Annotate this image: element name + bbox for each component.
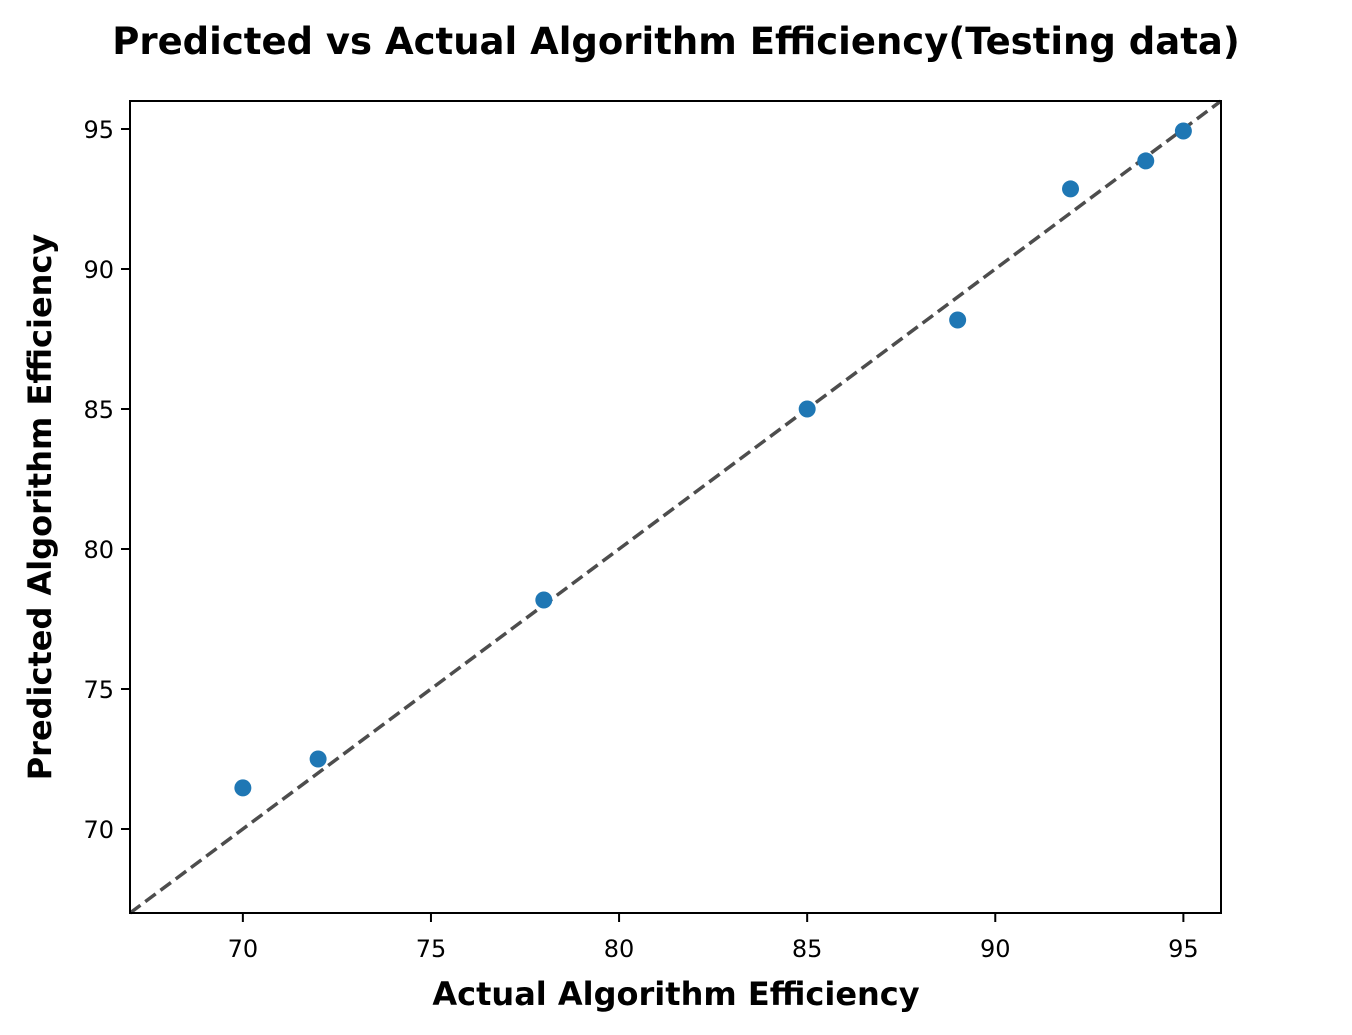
y-tick-label: 90 [83, 256, 114, 284]
x-axis-label: Actual Algorithm Efficiency [432, 975, 919, 1013]
data-point [1174, 122, 1192, 140]
chart-title: Predicted vs Actual Algorithm Efficiency… [112, 20, 1240, 63]
x-tick-label: 85 [792, 935, 823, 963]
y-tick-label: 75 [83, 676, 114, 704]
x-tick-label: 75 [416, 935, 447, 963]
data-point [234, 779, 252, 797]
plot-frame [129, 100, 1222, 914]
y-tick-label: 80 [83, 536, 114, 564]
data-point [535, 591, 553, 609]
y-tick-label: 70 [83, 816, 114, 844]
y-axis-label: Predicted Algorithm Efficiency [21, 234, 59, 781]
data-point [798, 400, 816, 418]
data-point [1062, 180, 1080, 198]
data-point [309, 750, 327, 768]
x-tick-label: 95 [1168, 935, 1199, 963]
data-point [949, 311, 967, 329]
x-tick-label: 70 [228, 935, 259, 963]
y-tick-label: 85 [83, 396, 114, 424]
data-point [1137, 152, 1155, 170]
x-tick-label: 90 [980, 935, 1011, 963]
reference-line-y-equals-x [128, 99, 1223, 915]
y-tick-label: 95 [83, 116, 114, 144]
x-tick-label: 80 [604, 935, 635, 963]
